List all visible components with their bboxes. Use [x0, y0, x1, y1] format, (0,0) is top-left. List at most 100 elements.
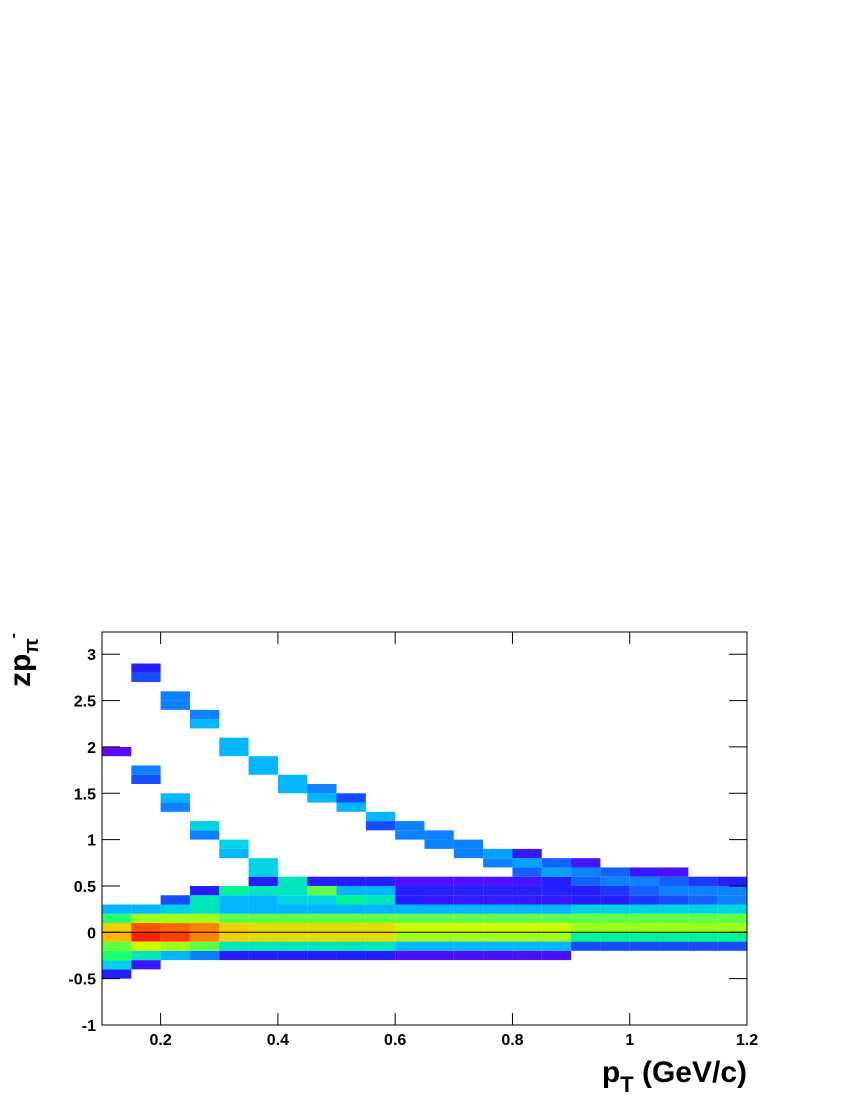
heatmap-cell	[219, 950, 249, 961]
heatmap-cell	[219, 848, 249, 859]
heatmap-cell	[160, 941, 190, 951]
heatmap-cell	[102, 960, 132, 970]
heatmap-cell	[189, 719, 220, 729]
heatmap-cell	[659, 895, 689, 905]
heatmap-cell	[365, 904, 396, 914]
heatmap-cell	[336, 802, 366, 812]
heatmap-cell	[512, 904, 542, 914]
heatmap-cell	[365, 885, 396, 896]
heatmap-cell	[189, 885, 220, 896]
heatmap-cell	[600, 941, 630, 951]
heatmap-cell	[365, 923, 396, 933]
heatmap-cell	[131, 941, 161, 951]
heatmap-cell	[424, 904, 454, 914]
heatmap-cell	[541, 950, 572, 961]
heatmap-cell	[248, 913, 278, 924]
heatmap-cell	[571, 858, 601, 868]
heatmap-cell	[160, 700, 190, 710]
heatmap-cell	[336, 950, 366, 961]
heatmap-cell	[688, 895, 718, 905]
heatmap-cell	[629, 932, 660, 942]
y-label-sub: π	[21, 638, 43, 653]
heatmap-cell	[571, 923, 601, 933]
heatmap-cell	[395, 821, 425, 831]
heatmap-cell	[365, 950, 396, 961]
heatmap-cell	[453, 895, 484, 905]
heatmap-cell	[688, 923, 718, 933]
heatmap-cell	[307, 876, 337, 886]
heatmap-cell	[219, 923, 249, 933]
heatmap-cell	[571, 885, 601, 896]
heatmap-cell	[659, 867, 689, 877]
heatmap-cell	[659, 904, 689, 914]
heatmap-cell	[160, 895, 190, 905]
heatmap-cell	[102, 950, 132, 961]
heatmap-cell	[717, 895, 747, 905]
x-tick-label: 0.8	[501, 1032, 523, 1049]
y-axis-label: zpπ-	[4, 633, 43, 687]
heatmap-cell	[659, 941, 689, 951]
heatmap-cell	[277, 876, 308, 886]
heatmap-cell	[541, 895, 572, 905]
heatmap-cell	[571, 867, 601, 877]
heatmap-cell	[483, 895, 513, 905]
heatmap-cell	[395, 913, 425, 924]
heatmap-cell	[600, 923, 630, 933]
heatmap-cell	[189, 950, 220, 961]
heatmap-cell	[453, 932, 484, 942]
heatmap-cell	[277, 904, 308, 914]
heatmap-cell	[277, 941, 308, 951]
heatmap-cell	[395, 876, 425, 886]
heatmap-cell	[131, 913, 161, 924]
heatmap-cell	[659, 923, 689, 933]
heatmap-cell	[365, 913, 396, 924]
heatmap-cell	[189, 830, 220, 840]
heatmap-cell	[541, 941, 572, 951]
heatmap-cell	[102, 969, 132, 979]
x-label-sub: T	[620, 1072, 634, 1097]
heatmap-cell	[277, 923, 308, 933]
heatmap-cell	[717, 885, 747, 896]
heatmap-cell	[483, 923, 513, 933]
x-tick-label: 0.6	[384, 1032, 406, 1049]
x-tick-label: 0.2	[150, 1032, 172, 1049]
heatmap-cell	[336, 876, 366, 886]
heatmap-cell	[248, 765, 278, 775]
heatmap-cell	[160, 950, 190, 961]
x-tick-label: 1	[625, 1032, 634, 1049]
heatmap-cell	[600, 904, 630, 914]
heatmap-cell	[717, 941, 747, 951]
heatmap-cell	[307, 941, 337, 951]
heatmap-cell	[248, 885, 278, 896]
heatmap-cell	[629, 895, 660, 905]
heatmap-cell	[571, 932, 601, 942]
heatmap-cell	[307, 895, 337, 905]
heatmap-cell	[189, 923, 220, 933]
heatmap-cell	[307, 793, 337, 803]
heatmap-cell	[102, 746, 132, 757]
heatmap-cell	[512, 895, 542, 905]
heatmap-cell	[248, 895, 278, 905]
heatmap-cell	[307, 923, 337, 933]
heatmap-cell	[365, 821, 396, 831]
heatmap-cell	[307, 784, 337, 794]
heatmap-cell	[219, 941, 249, 951]
heatmap-cell	[424, 923, 454, 933]
heatmap-cell	[717, 923, 747, 933]
heatmap-cell	[219, 746, 249, 757]
heatmap-cell	[453, 876, 484, 886]
heatmap-cell	[131, 950, 161, 961]
heatmap-cell	[629, 913, 660, 924]
heatmap-cell	[248, 932, 278, 942]
heatmap-cell	[102, 913, 132, 924]
heatmap-cell	[600, 895, 630, 905]
heatmap-cell	[131, 672, 161, 683]
heatmap-cell	[483, 885, 513, 896]
heatmap-cell	[453, 885, 484, 896]
heatmap-cell	[336, 932, 366, 942]
heatmap-cell	[160, 904, 190, 914]
heatmap-cell	[189, 932, 220, 942]
heatmap-cell	[688, 913, 718, 924]
plot-frame	[101, 631, 748, 1026]
heatmap-cell	[336, 923, 366, 933]
